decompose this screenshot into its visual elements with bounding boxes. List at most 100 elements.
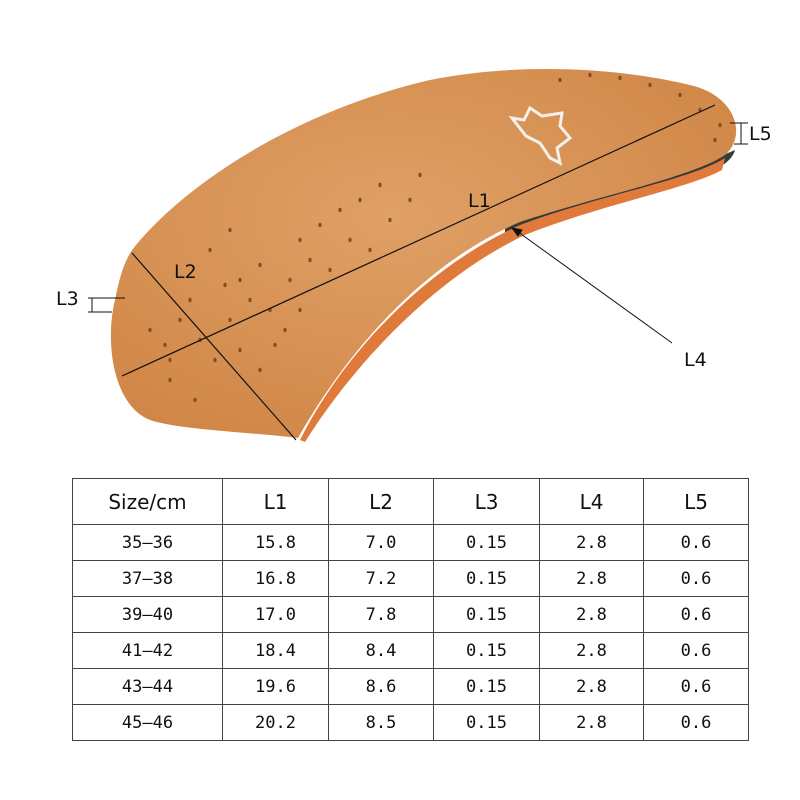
perforation-dot <box>648 82 652 88</box>
perforation-dot <box>148 327 152 333</box>
perforation-dot <box>328 267 332 273</box>
perforation-dot <box>258 367 262 373</box>
value-cell: 0.6 <box>643 632 749 669</box>
value-cell: 0.6 <box>643 524 749 561</box>
value-cell: 0.15 <box>433 596 540 633</box>
perforation-dot <box>228 227 232 233</box>
perforation-dot <box>228 317 232 323</box>
table-row: 43–44 19.6 8.6 0.15 2.8 0.6 <box>72 668 749 705</box>
value-cell: 18.4 <box>222 632 329 669</box>
header-l5: L5 <box>643 478 749 525</box>
value-cell: 0.6 <box>643 560 749 597</box>
value-cell: 20.2 <box>222 704 329 741</box>
perforation-dot <box>283 327 287 333</box>
header-l2: L2 <box>328 478 434 525</box>
size-cell: 35–36 <box>72 524 223 561</box>
perforation-dot <box>348 237 352 243</box>
value-cell: 8.6 <box>328 668 434 705</box>
perforation-dot <box>318 222 322 228</box>
value-cell: 2.8 <box>539 704 644 741</box>
perforation-dot <box>258 262 262 268</box>
l2-line <box>131 252 297 441</box>
size-cell: 39–40 <box>72 596 223 633</box>
perforation-dot <box>408 197 412 203</box>
value-cell: 16.8 <box>222 560 329 597</box>
value-cell: 7.0 <box>328 524 434 561</box>
value-cell: 0.15 <box>433 632 540 669</box>
size-cell: 45–46 <box>72 704 223 741</box>
perforation-dot <box>298 307 302 313</box>
value-cell: 2.8 <box>539 560 644 597</box>
perforation-dot <box>678 92 682 98</box>
size-table: Size/cm L1 L2 L3 L4 L5 35–36 15.8 7.0 0.15 2… <box>72 478 749 741</box>
l1-line <box>121 104 716 377</box>
value-cell: 0.15 <box>433 560 540 597</box>
value-cell: 7.2 <box>328 560 434 597</box>
perforation-dot <box>378 182 382 188</box>
l5-bracket <box>730 122 748 145</box>
table-header-row: Size/cm L1 L2 L3 L4 L5 <box>72 478 749 525</box>
leather-hide-icon <box>508 105 573 166</box>
table-row: 41–42 18.4 8.4 0.15 2.8 0.6 <box>72 632 749 669</box>
value-cell: 7.8 <box>328 596 434 633</box>
header-l1: L1 <box>222 478 329 525</box>
perforation-dot <box>338 207 342 213</box>
perforation-dot <box>238 277 242 283</box>
perforation-dot <box>718 122 722 128</box>
value-cell: 0.6 <box>643 668 749 705</box>
perforation-dot <box>298 237 302 243</box>
value-cell: 8.5 <box>328 704 434 741</box>
perforation-dot <box>273 342 277 348</box>
perforation-dot <box>308 257 312 263</box>
perforation-dot <box>618 75 622 81</box>
header-size: Size/cm <box>72 478 223 525</box>
table-row: 37–38 16.8 7.2 0.15 2.8 0.6 <box>72 560 749 597</box>
value-cell: 0.15 <box>433 704 540 741</box>
value-cell: 2.8 <box>539 632 644 669</box>
label-l5: L5 <box>749 123 772 145</box>
table-row: 45–46 20.2 8.5 0.15 2.8 0.6 <box>72 704 749 741</box>
label-l3: L3 <box>56 288 79 310</box>
perforation-dot <box>248 297 252 303</box>
perforation-dot <box>388 217 392 223</box>
insole-body <box>110 69 737 438</box>
size-cell: 41–42 <box>72 632 223 669</box>
perforation-dot <box>358 197 362 203</box>
perforation-dot <box>558 77 562 83</box>
label-l1: L1 <box>468 190 491 212</box>
value-cell: 2.8 <box>539 524 644 561</box>
perforation-dot <box>213 357 217 363</box>
perforation-dot <box>168 377 172 383</box>
label-l4: L4 <box>684 349 707 371</box>
value-cell: 19.6 <box>222 668 329 705</box>
perforation-dots <box>148 72 722 403</box>
perforation-dot <box>588 72 592 78</box>
size-cell: 43–44 <box>72 668 223 705</box>
perforation-dot <box>193 397 197 403</box>
table-row: 39–40 17.0 7.8 0.15 2.8 0.6 <box>72 596 749 633</box>
table-row: 35–36 15.8 7.0 0.15 2.8 0.6 <box>72 524 749 561</box>
perforation-dot <box>418 172 422 178</box>
value-cell: 0.6 <box>643 704 749 741</box>
value-cell: 0.6 <box>643 596 749 633</box>
perforation-dot <box>238 347 242 353</box>
value-cell: 2.8 <box>539 668 644 705</box>
value-cell: 8.4 <box>328 632 434 669</box>
l3-bracket <box>88 297 125 313</box>
value-cell: 0.15 <box>433 524 540 561</box>
perforation-dot <box>368 247 372 253</box>
perforation-dot <box>223 282 227 288</box>
perforation-dot <box>208 247 212 253</box>
perforation-dot <box>713 137 717 143</box>
perforation-dot <box>163 342 167 348</box>
value-cell: 17.0 <box>222 596 329 633</box>
value-cell: 2.8 <box>539 596 644 633</box>
perforation-dot <box>288 277 292 283</box>
label-l2: L2 <box>174 261 197 283</box>
perforation-dot <box>188 297 192 303</box>
insole-diagram: L1 L2 L3 L4 L5 <box>56 69 772 442</box>
header-l4: L4 <box>539 478 644 525</box>
perforation-dot <box>168 357 172 363</box>
header-l3: L3 <box>433 478 540 525</box>
size-cell: 37–38 <box>72 560 223 597</box>
